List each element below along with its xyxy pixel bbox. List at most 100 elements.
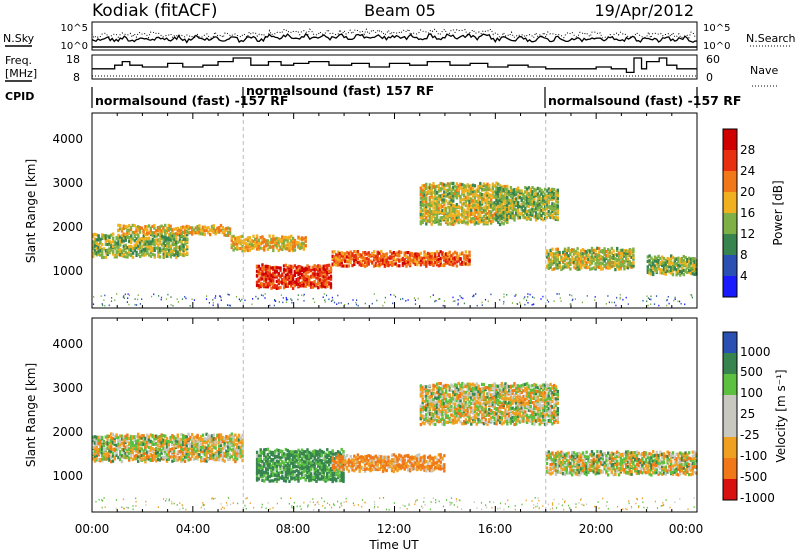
power-cell bbox=[477, 206, 480, 210]
power-cell bbox=[464, 221, 468, 225]
power-cell bbox=[277, 237, 280, 241]
velocity-cell bbox=[115, 451, 118, 455]
power-cell bbox=[488, 187, 491, 191]
power-cell bbox=[389, 255, 392, 259]
power-cell bbox=[281, 235, 284, 239]
power-cell bbox=[241, 246, 244, 250]
power-cell bbox=[270, 286, 273, 290]
freq-label-bottom: [MHz] bbox=[5, 67, 37, 80]
power-cell bbox=[147, 224, 151, 228]
power-cell bbox=[178, 252, 182, 256]
power-cell bbox=[171, 249, 174, 253]
power-cell bbox=[255, 240, 259, 244]
power-cell bbox=[473, 198, 477, 202]
power-cell bbox=[516, 216, 520, 220]
power-cell bbox=[443, 253, 446, 257]
power-cell bbox=[457, 215, 460, 219]
power-cb-tick-24: 24 bbox=[740, 164, 755, 178]
power-cell bbox=[581, 301, 583, 304]
power-cell bbox=[437, 210, 441, 214]
power-cell bbox=[475, 188, 478, 192]
power-cell bbox=[278, 301, 280, 303]
power-cell bbox=[414, 259, 417, 263]
power-cell bbox=[506, 218, 509, 222]
power-cell bbox=[180, 247, 183, 251]
power-cell bbox=[290, 247, 293, 251]
power-cell bbox=[446, 212, 450, 216]
power-cell bbox=[264, 285, 268, 289]
power-cell bbox=[263, 276, 266, 280]
power-cell bbox=[473, 196, 477, 200]
power-cell bbox=[119, 252, 122, 257]
power-cell bbox=[430, 204, 433, 208]
power-cell bbox=[272, 279, 275, 283]
power-cell bbox=[362, 251, 365, 255]
power-cell bbox=[509, 203, 513, 207]
power-cell bbox=[480, 216, 484, 221]
power-cell bbox=[381, 258, 385, 262]
power-cell bbox=[194, 226, 197, 230]
power-cell bbox=[282, 278, 286, 282]
power-cell bbox=[468, 192, 471, 196]
power-cb-tick-8: 8 bbox=[740, 248, 748, 262]
power-cell bbox=[497, 220, 500, 224]
power-cell bbox=[104, 255, 108, 259]
power-cell bbox=[443, 190, 446, 194]
power-cell bbox=[122, 254, 126, 258]
power-cell bbox=[462, 190, 466, 194]
power-axis-ticks bbox=[91, 113, 698, 308]
power-cell bbox=[329, 286, 333, 290]
power-cell bbox=[142, 234, 145, 238]
power-cell bbox=[205, 298, 208, 300]
power-cell bbox=[270, 237, 273, 241]
power-cell bbox=[369, 254, 372, 258]
power-cell bbox=[336, 303, 338, 305]
power-cell bbox=[500, 214, 504, 218]
power-cell bbox=[372, 264, 376, 268]
power-cell bbox=[299, 272, 302, 276]
power-cell bbox=[139, 242, 142, 247]
power-cell bbox=[349, 250, 352, 254]
power-cell bbox=[616, 296, 618, 299]
power-cell bbox=[504, 214, 507, 218]
power-cell bbox=[250, 239, 253, 243]
power-ylabel: Slant Range [km] bbox=[24, 159, 38, 263]
power-cell bbox=[437, 206, 441, 210]
power-cell bbox=[455, 260, 459, 264]
power-cell bbox=[558, 293, 560, 295]
power-cell bbox=[162, 244, 165, 248]
power-cell bbox=[275, 266, 279, 270]
power-cell bbox=[255, 234, 259, 238]
power-cell bbox=[317, 279, 320, 283]
power-cell bbox=[410, 253, 414, 257]
power-cell bbox=[425, 222, 428, 226]
power-cell bbox=[443, 216, 446, 220]
power-cell bbox=[506, 220, 509, 224]
power-cell bbox=[169, 255, 173, 259]
power-cell bbox=[284, 273, 288, 277]
power-cell bbox=[484, 298, 487, 301]
power-cell bbox=[504, 212, 507, 216]
power-cell bbox=[282, 286, 286, 290]
power-cell bbox=[178, 239, 182, 243]
power-cell bbox=[423, 253, 426, 257]
power-cell bbox=[500, 188, 504, 193]
power-cell bbox=[255, 242, 259, 246]
power-cell bbox=[452, 300, 454, 303]
power-cell bbox=[384, 301, 386, 304]
power-cell bbox=[473, 190, 477, 194]
power-cell bbox=[444, 214, 448, 218]
power-cell bbox=[502, 197, 505, 201]
power-cell bbox=[412, 253, 415, 257]
power-cell bbox=[419, 196, 423, 200]
power-cell bbox=[354, 256, 358, 260]
power-cell bbox=[362, 263, 365, 267]
power-cell bbox=[270, 273, 273, 277]
power-cell bbox=[178, 247, 182, 251]
velocity-cell bbox=[183, 459, 187, 463]
power-cell bbox=[650, 303, 652, 305]
power-cell bbox=[457, 191, 460, 195]
power-cell bbox=[455, 264, 459, 268]
power-cell bbox=[326, 270, 329, 275]
power-cell bbox=[322, 279, 325, 283]
